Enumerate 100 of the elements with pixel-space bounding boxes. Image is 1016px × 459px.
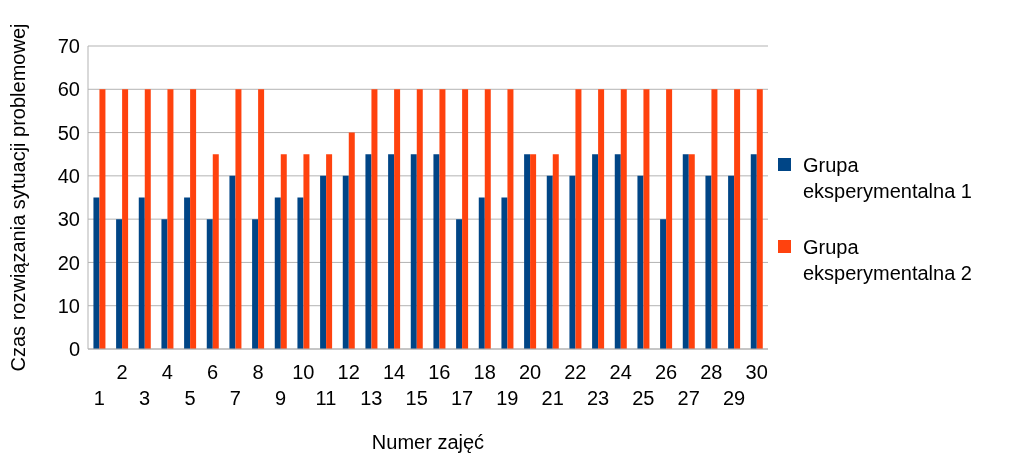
y-tick-label: 40: [57, 164, 80, 187]
bar: [144, 89, 151, 349]
bar: [575, 89, 582, 349]
y-axis-title: Czas rozwiązania sytuacji problemowej: [7, 23, 30, 372]
x-tick-label: 27: [677, 387, 700, 409]
bar: [190, 89, 197, 349]
x-tick-label: 15: [405, 387, 428, 409]
y-tick-label: 10: [57, 294, 80, 317]
x-tick-label: 19: [496, 387, 519, 409]
x-tick-label: 10: [292, 361, 315, 383]
bar: [688, 154, 695, 349]
bar: [478, 197, 485, 349]
x-tick-label: 28: [700, 361, 723, 383]
x-tick-label: 30: [745, 361, 768, 383]
bar: [569, 175, 576, 349]
bar: [235, 89, 242, 349]
bar: [682, 154, 689, 349]
bar: [252, 219, 259, 349]
x-tick-label: 22: [564, 361, 587, 383]
bar: [229, 175, 236, 349]
x-tick-label: 12: [337, 361, 360, 383]
x-tick-label: 29: [722, 387, 746, 409]
bar: [99, 89, 106, 349]
bar: [456, 219, 463, 349]
bar: [711, 89, 718, 349]
x-tick-label: 2: [116, 361, 128, 383]
bar: [167, 89, 174, 349]
bar: [116, 219, 123, 349]
bar: [750, 154, 757, 349]
x-tick-label: 13: [360, 387, 383, 409]
x-tick-label: 17: [450, 387, 474, 409]
x-tick-label: 23: [586, 387, 610, 409]
bar: [410, 154, 417, 349]
x-axis-title: Numer zajęć: [371, 431, 485, 453]
x-tick-label: 1: [93, 387, 105, 409]
x-tick-label: 24: [609, 361, 632, 383]
y-tick-label: 50: [57, 121, 80, 144]
bar: [524, 154, 531, 349]
bar: [643, 89, 650, 349]
bar: [507, 89, 514, 349]
x-tick-label: 20: [518, 361, 542, 383]
x-tick-label: 18: [473, 361, 496, 383]
bar: [161, 219, 168, 349]
bar: [280, 154, 287, 349]
x-tick-label: 14: [382, 361, 406, 383]
bar: [303, 154, 310, 349]
bar: [484, 89, 491, 349]
y-tick-label: 60: [57, 78, 80, 101]
bar: [212, 154, 219, 349]
bar: [394, 89, 401, 349]
bar: [342, 175, 349, 349]
bar: [348, 132, 355, 349]
x-tick-label: 25: [632, 387, 655, 409]
bar: [552, 154, 559, 349]
bar: [501, 197, 508, 349]
bar: [462, 89, 469, 349]
bar: [530, 154, 537, 349]
bar: [705, 175, 712, 349]
bar: [93, 197, 100, 349]
bar: [598, 89, 605, 349]
bar: [734, 89, 741, 349]
bar: [666, 89, 673, 349]
bar: [660, 219, 667, 349]
x-tick-label: 6: [207, 361, 219, 383]
bar: [320, 175, 327, 349]
bar: [138, 197, 145, 349]
y-tick-label: 30: [57, 208, 80, 231]
x-tick-label: 26: [654, 361, 678, 383]
bar: [592, 154, 599, 349]
bar: [258, 89, 265, 349]
bar: [184, 197, 191, 349]
y-tick-label: 0: [68, 338, 80, 361]
x-tick-label: 4: [161, 361, 173, 383]
bar: [371, 89, 378, 349]
y-tick-label: 20: [57, 251, 80, 274]
x-tick-label: 21: [541, 387, 564, 409]
legend-label: Grupa eksperymentalna 2: [803, 234, 973, 286]
bar: [620, 89, 627, 349]
x-tick-label: 11: [315, 387, 337, 409]
x-tick-label: 16: [428, 361, 451, 383]
bar: [122, 89, 129, 349]
x-tick-label: 7: [229, 387, 241, 409]
x-tick-label: 9: [275, 387, 287, 409]
bar: [388, 154, 395, 349]
bar: [439, 89, 446, 349]
bar: [433, 154, 440, 349]
bar: [274, 197, 281, 349]
bar: [206, 219, 213, 349]
legend-label: Grupa eksperymentalna 1: [803, 152, 973, 204]
bar: [416, 89, 423, 349]
x-tick-label: 8: [252, 361, 264, 383]
bar: [326, 154, 333, 349]
bar: [756, 89, 763, 349]
bar: [728, 175, 735, 349]
bar: [297, 197, 304, 349]
bar: [614, 154, 621, 349]
x-tick-label: 5: [184, 387, 196, 409]
bar: [546, 175, 553, 349]
x-tick-label: 3: [139, 387, 151, 409]
bar: [365, 154, 372, 349]
